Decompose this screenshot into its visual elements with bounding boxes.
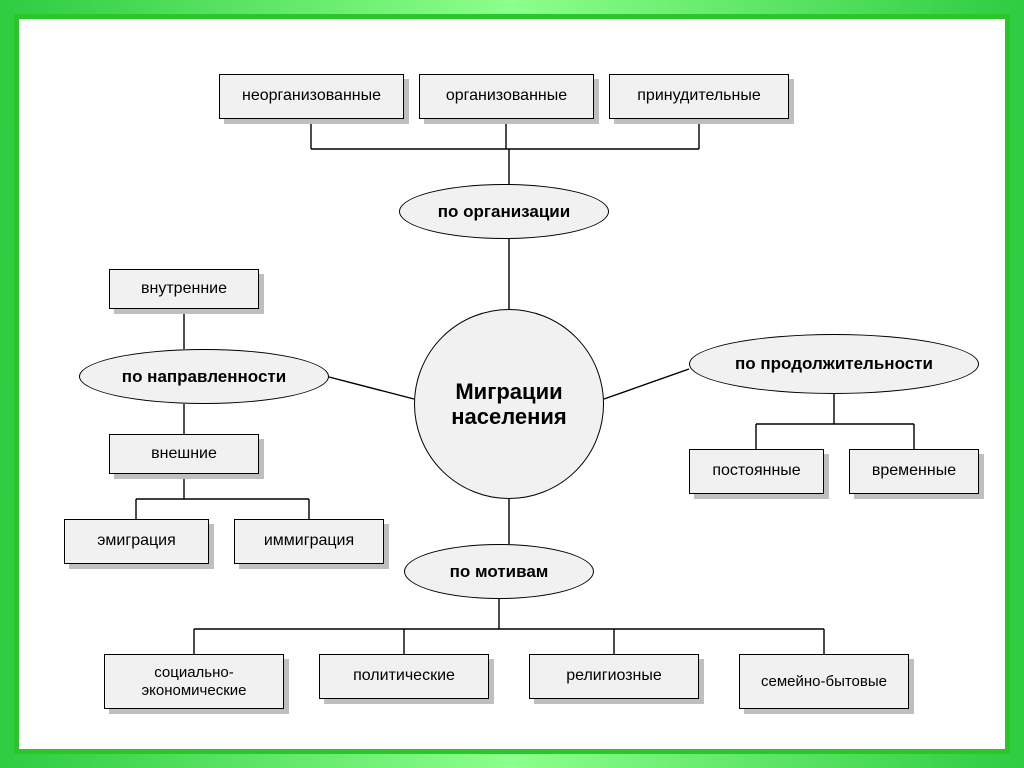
node-org1-label: неорганизованные — [242, 87, 381, 105]
node-mot1-label: социально-экономические — [111, 664, 277, 699]
node-dir2: внешние — [109, 434, 259, 474]
node-mot1: социально-экономические — [104, 654, 284, 709]
category-dur: по продолжительности — [689, 334, 979, 394]
node-dir2a: эмиграция — [64, 519, 209, 564]
node-dir2b: иммиграция — [234, 519, 384, 564]
category-org-label: по организации — [438, 202, 570, 222]
node-mot2: политические — [319, 654, 489, 699]
node-dur1-label: постоянные — [712, 462, 800, 480]
node-org3-label: принудительные — [637, 87, 761, 105]
node-mot3-label: религиозные — [566, 667, 662, 685]
node-dir1-label: внутренние — [141, 280, 227, 298]
category-dir-label: по направленности — [122, 367, 286, 387]
node-dir2a-label: эмиграция — [97, 532, 176, 550]
node-mot4-label: семейно-бытовые — [761, 673, 887, 690]
category-mot: по мотивам — [404, 544, 594, 599]
node-org3: принудительные — [609, 74, 789, 119]
node-dir2b-label: иммиграция — [264, 532, 354, 550]
canvas: Миграции населения по организации неорга… — [14, 14, 1010, 754]
node-mot4: семейно-бытовые — [739, 654, 909, 709]
center-label: Миграции населения — [421, 379, 597, 430]
node-mot3: религиозные — [529, 654, 699, 699]
frame: Миграции населения по организации неорга… — [0, 0, 1024, 768]
node-org2-label: организованные — [446, 87, 567, 105]
category-dir: по направленности — [79, 349, 329, 404]
node-dir1: внутренние — [109, 269, 259, 309]
node-dur2-label: временные — [872, 462, 956, 480]
node-mot2-label: политические — [353, 667, 455, 685]
node-dir2-label: внешние — [151, 445, 217, 463]
node-org2: организованные — [419, 74, 594, 119]
node-org1: неорганизованные — [219, 74, 404, 119]
center-node: Миграции населения — [414, 309, 604, 499]
category-org: по организации — [399, 184, 609, 239]
category-mot-label: по мотивам — [450, 562, 549, 582]
node-dur2: временные — [849, 449, 979, 494]
node-dur1: постоянные — [689, 449, 824, 494]
category-dur-label: по продолжительности — [735, 354, 933, 374]
